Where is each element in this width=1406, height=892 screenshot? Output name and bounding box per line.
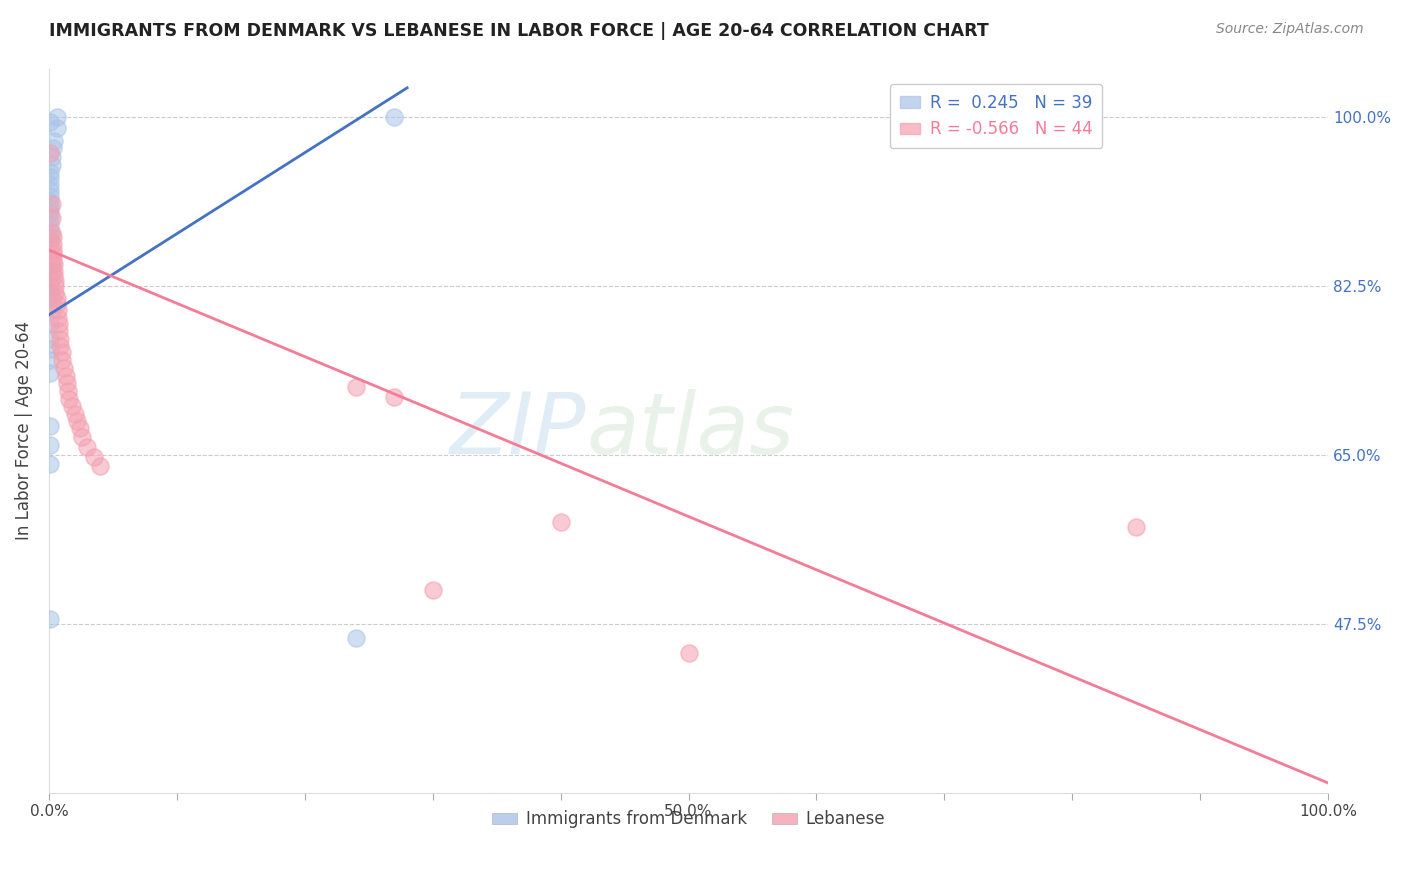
Point	[39, 285, 62, 300]
Point	[48, 324, 70, 338]
Point	[63, 407, 86, 421]
Point	[70, 430, 93, 444]
Text: ZIP: ZIP	[450, 389, 586, 472]
Point	[45, 110, 67, 124]
Point	[39, 169, 62, 184]
Point	[39, 206, 62, 220]
Point	[69, 420, 91, 434]
Point	[39, 418, 62, 433]
Point	[42, 237, 65, 252]
Point	[48, 318, 70, 332]
Text: atlas: atlas	[586, 389, 794, 472]
Point	[58, 392, 80, 406]
Point	[344, 380, 367, 394]
Point	[56, 376, 79, 391]
Point	[678, 646, 700, 660]
Point	[39, 438, 62, 452]
Point	[44, 285, 66, 300]
Point	[39, 332, 62, 346]
Text: Source: ZipAtlas.com: Source: ZipAtlas.com	[1216, 22, 1364, 37]
Point	[39, 146, 62, 161]
Point	[44, 278, 66, 293]
Point	[39, 458, 62, 472]
Point	[53, 360, 76, 375]
Point	[41, 302, 63, 317]
Point	[39, 224, 62, 238]
Point	[39, 272, 62, 286]
Point	[39, 165, 62, 179]
Point	[39, 218, 62, 232]
Point	[42, 243, 65, 257]
Point	[41, 211, 63, 226]
Point	[45, 291, 67, 305]
Point	[39, 211, 62, 226]
Point	[39, 183, 62, 197]
Point	[42, 264, 65, 278]
Point	[39, 318, 62, 332]
Y-axis label: In Labor Force | Age 20-64: In Labor Force | Age 20-64	[15, 321, 32, 541]
Point	[42, 134, 65, 148]
Point	[60, 400, 83, 414]
Point	[45, 121, 67, 136]
Point	[39, 612, 62, 626]
Point	[39, 353, 62, 368]
Point	[51, 345, 73, 359]
Point	[51, 353, 73, 368]
Point	[550, 516, 572, 530]
Point	[39, 366, 62, 380]
Point	[41, 264, 63, 278]
Point	[39, 114, 62, 128]
Point	[42, 252, 65, 267]
Point	[42, 141, 65, 155]
Point	[39, 194, 62, 209]
Text: IMMIGRANTS FROM DENMARK VS LEBANESE IN LABOR FORCE | AGE 20-64 CORRELATION CHART: IMMIGRANTS FROM DENMARK VS LEBANESE IN L…	[49, 22, 988, 40]
Point	[382, 390, 405, 404]
Point	[41, 226, 63, 240]
Point	[66, 414, 89, 428]
Point	[41, 150, 63, 164]
Point	[42, 230, 65, 244]
Point	[46, 310, 69, 325]
Point	[39, 229, 62, 244]
Point	[89, 459, 111, 474]
Point	[39, 250, 62, 264]
Point	[39, 278, 62, 293]
Point	[56, 384, 79, 398]
Point	[41, 196, 63, 211]
Point	[39, 201, 62, 215]
Point	[39, 178, 62, 192]
Point	[42, 256, 65, 270]
Point	[422, 582, 444, 597]
Point	[344, 631, 367, 645]
Point	[49, 338, 72, 352]
Legend: Immigrants from Denmark, Lebanese: Immigrants from Denmark, Lebanese	[485, 804, 891, 835]
Point	[41, 291, 63, 305]
Point	[44, 274, 66, 288]
Point	[46, 302, 69, 317]
Point	[45, 297, 67, 311]
Point	[1125, 520, 1147, 534]
Point	[41, 256, 63, 270]
Point	[83, 450, 105, 464]
Point	[49, 332, 72, 346]
Point	[76, 440, 98, 454]
Point	[42, 269, 65, 284]
Point	[39, 342, 62, 356]
Point	[382, 110, 405, 124]
Point	[41, 158, 63, 172]
Point	[39, 235, 62, 250]
Point	[55, 368, 77, 383]
Point	[39, 189, 62, 203]
Point	[42, 247, 65, 261]
